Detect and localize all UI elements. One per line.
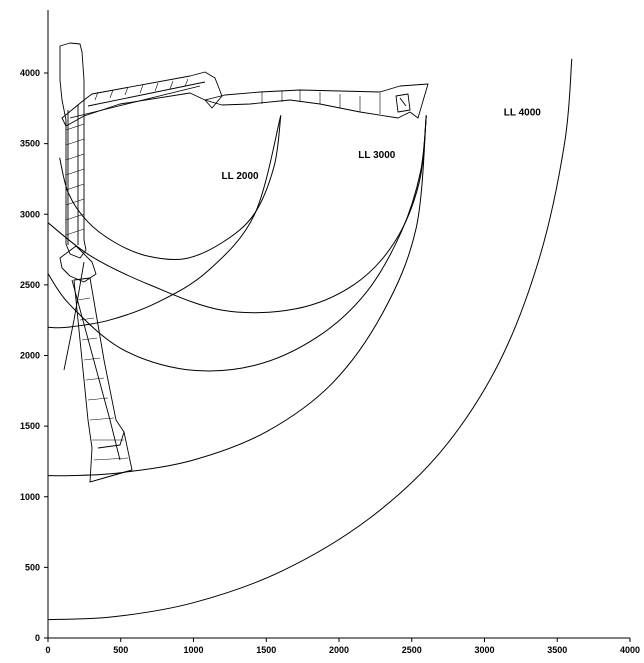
upper-jib-outline <box>62 72 222 126</box>
lower-boom-outline <box>74 278 132 482</box>
mast-inner-line <box>68 105 78 245</box>
load-line-curves <box>48 59 572 620</box>
y-tick-label: 4000 <box>20 68 40 78</box>
y-axis-ticks: 0 500 1000 1500 2000 2500 3000 3500 4000 <box>20 68 48 643</box>
y-tick-label: 2500 <box>20 280 40 290</box>
y-tick-label: 1000 <box>20 492 40 502</box>
y-tick-label: 1500 <box>20 421 40 431</box>
outer-jib-hatching <box>262 90 380 114</box>
load-curve-6 <box>48 59 572 620</box>
x-tick-label: 4000 <box>620 645 640 655</box>
luffing-strut-line <box>72 280 120 460</box>
load-curve-2 <box>48 115 281 327</box>
vertical-mast-outline <box>60 43 86 258</box>
x-axis: 0 500 1000 1500 2000 2500 3000 3500 4000 <box>45 638 640 655</box>
load-curve-1 <box>60 115 281 259</box>
upper-jib-chord <box>70 82 205 118</box>
y-tick-label: 3000 <box>20 209 40 219</box>
y-tick-label: 500 <box>25 562 40 572</box>
outer-jib-outline <box>205 84 428 118</box>
x-tick-label: 3000 <box>474 645 494 655</box>
x-tick-label: 3500 <box>547 645 567 655</box>
x-tick-label: 0 <box>45 645 50 655</box>
curve-label: LL 4000 <box>504 107 541 118</box>
mast-hatching <box>66 124 84 235</box>
y-tick-label: 2000 <box>20 351 40 361</box>
y-axis: 0 500 1000 1500 2000 2500 3000 3500 4000 <box>20 10 48 643</box>
jib-head-block <box>396 94 410 112</box>
x-tick-label: 2000 <box>329 645 349 655</box>
curve-label: LL 3000 <box>358 150 395 161</box>
x-tick-label: 1500 <box>256 645 276 655</box>
slew-hub <box>60 246 96 282</box>
upper-jib-hatching <box>95 79 188 100</box>
y-tick-label: 0 <box>35 633 40 643</box>
y-tick-label: 3500 <box>20 139 40 149</box>
x-axis-ticks: 0 500 1000 1500 2000 2500 3000 3500 4000 <box>45 638 640 655</box>
lower-boom-hatching <box>78 298 128 460</box>
load-curve-3 <box>48 115 426 312</box>
crane-boom-drawing <box>60 43 428 482</box>
x-tick-label: 2500 <box>402 645 422 655</box>
curve-labels: LL 2000 LL 3000 LL 4000 <box>222 107 542 182</box>
curve-label: LL 2000 <box>222 171 259 182</box>
load-curve-4 <box>48 115 426 475</box>
x-tick-label: 1000 <box>183 645 203 655</box>
x-tick-label: 500 <box>113 645 128 655</box>
